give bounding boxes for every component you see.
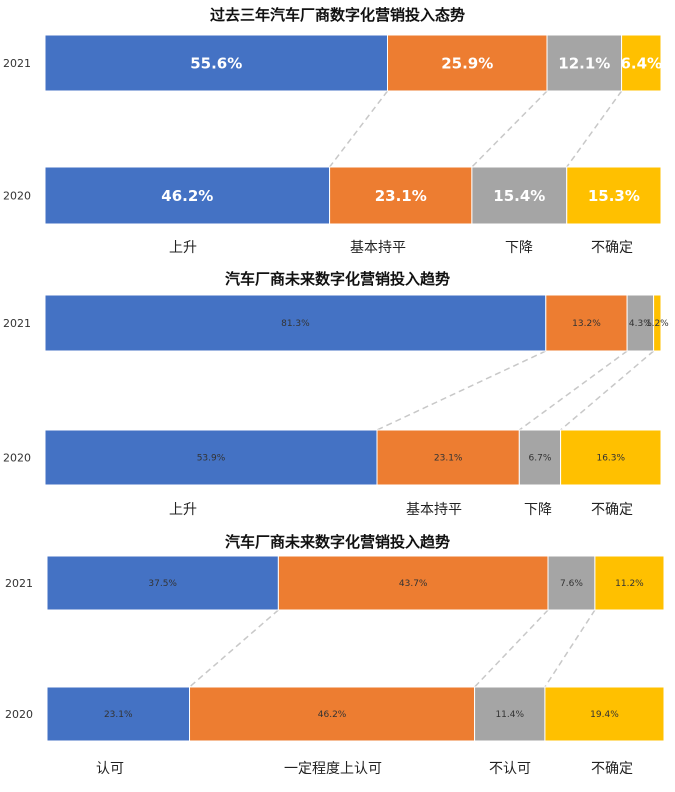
category-label: 2021 <box>3 317 31 330</box>
data-label: 23.1% <box>104 710 133 720</box>
data-label: 11.4% <box>495 710 524 720</box>
data-label: 16.3% <box>596 454 625 464</box>
data-label: 12.1% <box>558 54 610 72</box>
data-label: 13.2% <box>572 319 601 329</box>
legend-label: 不确定 <box>591 240 633 256</box>
bar-segment <box>46 555 279 611</box>
bar-segment <box>594 555 665 611</box>
chart-3: 汽车厂商未来数字化营销投入趋势 2021 37.5% 43.7% 7.6% 11.2% 2… <box>0 531 675 792</box>
chart-title: 汽车厂商未来数字化营销投入趋势 <box>224 270 450 288</box>
bar-segment <box>471 166 568 225</box>
connector-line <box>566 90 623 168</box>
bar-segment <box>626 294 655 352</box>
legend-label: 不确定 <box>591 761 633 777</box>
data-label: 1.2% <box>646 319 669 329</box>
category-label: 2020 <box>5 708 33 721</box>
bar-segment <box>376 429 520 486</box>
data-label: 53.9% <box>197 454 226 464</box>
data-label: 6.4% <box>620 54 662 72</box>
legend-label: 下降 <box>524 502 552 518</box>
data-label: 15.4% <box>493 187 545 205</box>
category-label: 2021 <box>3 57 31 70</box>
data-label: 6.7% <box>529 454 552 464</box>
bar-segment <box>386 34 548 92</box>
bar-segment <box>46 686 191 742</box>
connector-line <box>376 350 547 431</box>
connector-line <box>471 90 548 168</box>
category-label: 2020 <box>3 190 31 203</box>
category-label: 2021 <box>5 577 33 590</box>
category-label: 2020 <box>3 452 31 465</box>
chart-2-svg: 2021 81.3% 13.2% 4.3%1.2% 2020 53.9% 23.1% 6.7%… <box>3 294 669 518</box>
bar-segment <box>566 166 662 225</box>
data-label: 4.3% <box>629 319 652 329</box>
legend-label: 上升 <box>169 240 197 256</box>
legend-label: 上升 <box>169 502 197 518</box>
legend-label: 不确定 <box>591 502 633 518</box>
bar-segment <box>621 34 662 92</box>
legend-label: 一定程度上认可 <box>284 761 382 777</box>
legend-label: 下降 <box>505 240 533 256</box>
bar-segment <box>544 686 665 742</box>
bar-segment <box>189 686 476 742</box>
chart-2: 汽车厂商未来数字化营销投入趋势 2021 81.3% 13.2% 4.3% 1.2% 20… <box>0 268 675 530</box>
data-label: 23.1% <box>434 454 463 464</box>
chart-title: 汽车厂商未来数字化营销投入趋势 <box>224 533 450 551</box>
legend-label: 基本持平 <box>350 239 406 256</box>
bar-segment <box>277 555 549 611</box>
data-label: 11.2% <box>615 579 644 589</box>
bar-segment <box>44 429 378 486</box>
connector-line <box>189 609 279 688</box>
data-label: 37.5% <box>148 579 177 589</box>
data-label: 81.3% <box>281 319 310 329</box>
connector-line <box>544 609 596 688</box>
data-label: 7.6% <box>560 579 583 589</box>
data-label: 19.4% <box>590 710 619 720</box>
chart-1: 过去三年汽车厂商数字化营销投入态势 2021 55.6% 25.9% 12.1% 6.4… <box>0 4 675 266</box>
chart-1-svg: 2021 55.6% 25.9% 12.1% 6.4% 2020 46.2% 23.1% 15.… <box>3 34 662 256</box>
bar-segment <box>44 294 547 352</box>
legend-label: 认可 <box>96 761 124 777</box>
bar-segment <box>44 166 331 225</box>
connector-line <box>328 90 389 168</box>
legend-label: 不认可 <box>489 761 531 777</box>
bar-segment <box>329 166 473 225</box>
chart-3-svg: 2021 37.5% 43.7% 7.6% 11.2% 2020 23.1% 46.2% 11.… <box>5 555 665 777</box>
bar-segment <box>518 429 562 486</box>
bar-segment <box>653 294 662 352</box>
data-label: 15.3% <box>588 187 640 205</box>
data-label: 46.2% <box>318 710 347 720</box>
bar-segment <box>474 686 546 742</box>
bar-segment <box>560 429 662 486</box>
chart-title: 过去三年汽车厂商数字化营销投入态势 <box>209 6 465 24</box>
connector-line <box>560 350 655 431</box>
connector-line <box>518 350 628 431</box>
data-label: 43.7% <box>399 579 428 589</box>
legend-label: 基本持平 <box>406 501 462 518</box>
data-label: 25.9% <box>441 54 493 72</box>
connector-line <box>474 609 549 688</box>
data-label: 23.1% <box>375 187 427 205</box>
data-label: 55.6% <box>190 54 242 72</box>
data-label: 46.2% <box>161 187 213 205</box>
